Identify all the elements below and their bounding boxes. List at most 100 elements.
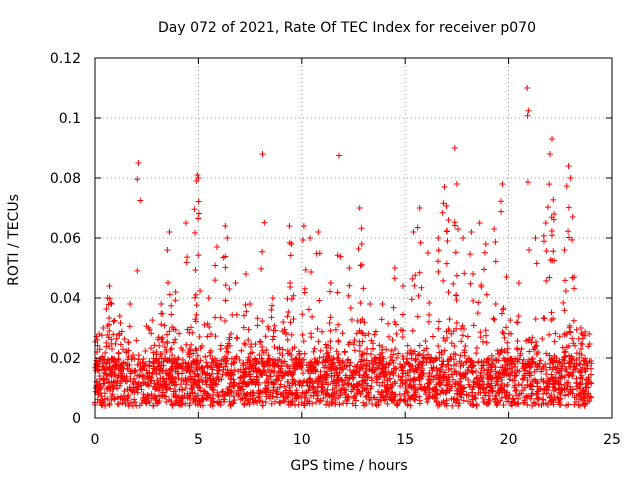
x-tick-label: 10	[293, 432, 311, 448]
data-point	[115, 350, 122, 357]
data-point	[156, 342, 163, 349]
data-point	[188, 382, 195, 389]
data-point	[204, 320, 211, 327]
data-point	[482, 389, 489, 396]
data-point	[540, 238, 547, 245]
data-point	[166, 291, 173, 298]
data-point	[284, 313, 291, 320]
data-point	[412, 357, 419, 364]
data-point	[111, 317, 118, 324]
data-point	[188, 341, 195, 348]
data-point	[263, 378, 270, 385]
data-point	[301, 350, 308, 357]
data-point	[552, 365, 559, 372]
data-point	[106, 321, 113, 328]
data-point	[457, 371, 464, 378]
data-point	[245, 354, 252, 361]
data-point	[224, 389, 231, 396]
data-point	[400, 356, 407, 363]
data-point	[124, 393, 131, 400]
data-point	[501, 382, 508, 389]
data-point	[522, 365, 529, 372]
data-point	[259, 151, 266, 157]
data-point	[119, 346, 126, 353]
data-point	[161, 378, 168, 385]
data-point	[493, 357, 500, 364]
data-point	[210, 382, 217, 389]
data-point	[114, 401, 121, 408]
data-point	[199, 364, 206, 371]
data-point	[473, 374, 480, 381]
data-point	[263, 393, 270, 400]
data-point	[314, 395, 321, 402]
data-point	[451, 145, 458, 151]
data-point	[569, 214, 576, 220]
data-point	[405, 360, 412, 367]
data-point	[331, 372, 338, 379]
data-point	[274, 345, 281, 352]
data-point	[226, 392, 233, 399]
data-point	[357, 262, 364, 269]
data-point	[214, 370, 221, 377]
data-point	[488, 352, 495, 359]
data-point	[354, 361, 361, 368]
data-point	[203, 359, 210, 366]
data-point	[172, 363, 179, 370]
data-point	[572, 342, 579, 349]
data-point	[445, 327, 452, 334]
data-point	[305, 387, 312, 394]
data-point	[131, 367, 138, 374]
data-point	[354, 317, 361, 324]
data-point	[549, 384, 556, 391]
data-point	[369, 400, 376, 407]
data-point	[475, 384, 482, 391]
data-point	[344, 357, 351, 364]
data-point	[100, 325, 107, 331]
data-point	[514, 345, 521, 352]
data-point	[436, 380, 443, 387]
data-point	[92, 388, 99, 395]
data-point	[246, 364, 253, 371]
data-point	[107, 300, 114, 307]
data-point	[172, 400, 179, 407]
data-point	[333, 382, 340, 389]
data-point	[463, 392, 470, 399]
data-point	[371, 355, 378, 362]
data-point	[203, 381, 210, 388]
data-point	[547, 360, 554, 367]
data-point	[523, 393, 530, 400]
data-point	[430, 364, 437, 371]
data-point	[194, 172, 201, 178]
data-point	[392, 321, 399, 328]
data-point	[581, 358, 588, 365]
data-point	[543, 248, 550, 255]
data-point	[150, 349, 157, 356]
data-point	[300, 402, 307, 409]
data-point	[498, 208, 505, 215]
data-point	[133, 337, 140, 344]
data-point	[222, 253, 229, 260]
data-point	[526, 246, 533, 253]
data-point	[498, 310, 505, 317]
data-point	[287, 319, 294, 326]
data-point	[204, 333, 211, 340]
data-point	[327, 365, 334, 372]
data-point	[358, 241, 365, 247]
data-point	[579, 331, 586, 338]
data-point	[336, 152, 343, 159]
data-point	[448, 365, 455, 372]
data-point	[298, 359, 305, 366]
y-tick-label: 0.08	[50, 171, 81, 187]
data-point	[445, 366, 452, 373]
data-point	[145, 380, 152, 387]
data-point	[240, 324, 247, 331]
data-point	[330, 380, 337, 387]
data-point	[326, 402, 333, 409]
data-point	[245, 336, 252, 343]
data-point	[345, 356, 352, 363]
data-point	[399, 352, 406, 359]
data-point	[491, 316, 498, 323]
data-point	[100, 356, 107, 363]
data-point	[461, 352, 468, 359]
data-point	[543, 350, 550, 357]
